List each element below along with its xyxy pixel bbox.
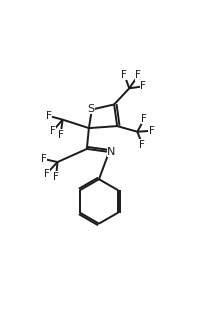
Text: N: N (107, 147, 116, 156)
Text: F: F (46, 111, 52, 121)
Text: F: F (53, 172, 59, 182)
Text: F: F (49, 126, 56, 136)
Text: F: F (141, 114, 147, 124)
Text: F: F (58, 130, 64, 140)
Text: F: F (121, 70, 127, 80)
Text: F: F (135, 70, 141, 80)
Text: F: F (140, 81, 146, 91)
Text: F: F (41, 154, 47, 164)
Text: S: S (87, 104, 95, 114)
Text: F: F (43, 169, 49, 179)
Text: F: F (139, 140, 145, 150)
Text: F: F (149, 126, 155, 136)
